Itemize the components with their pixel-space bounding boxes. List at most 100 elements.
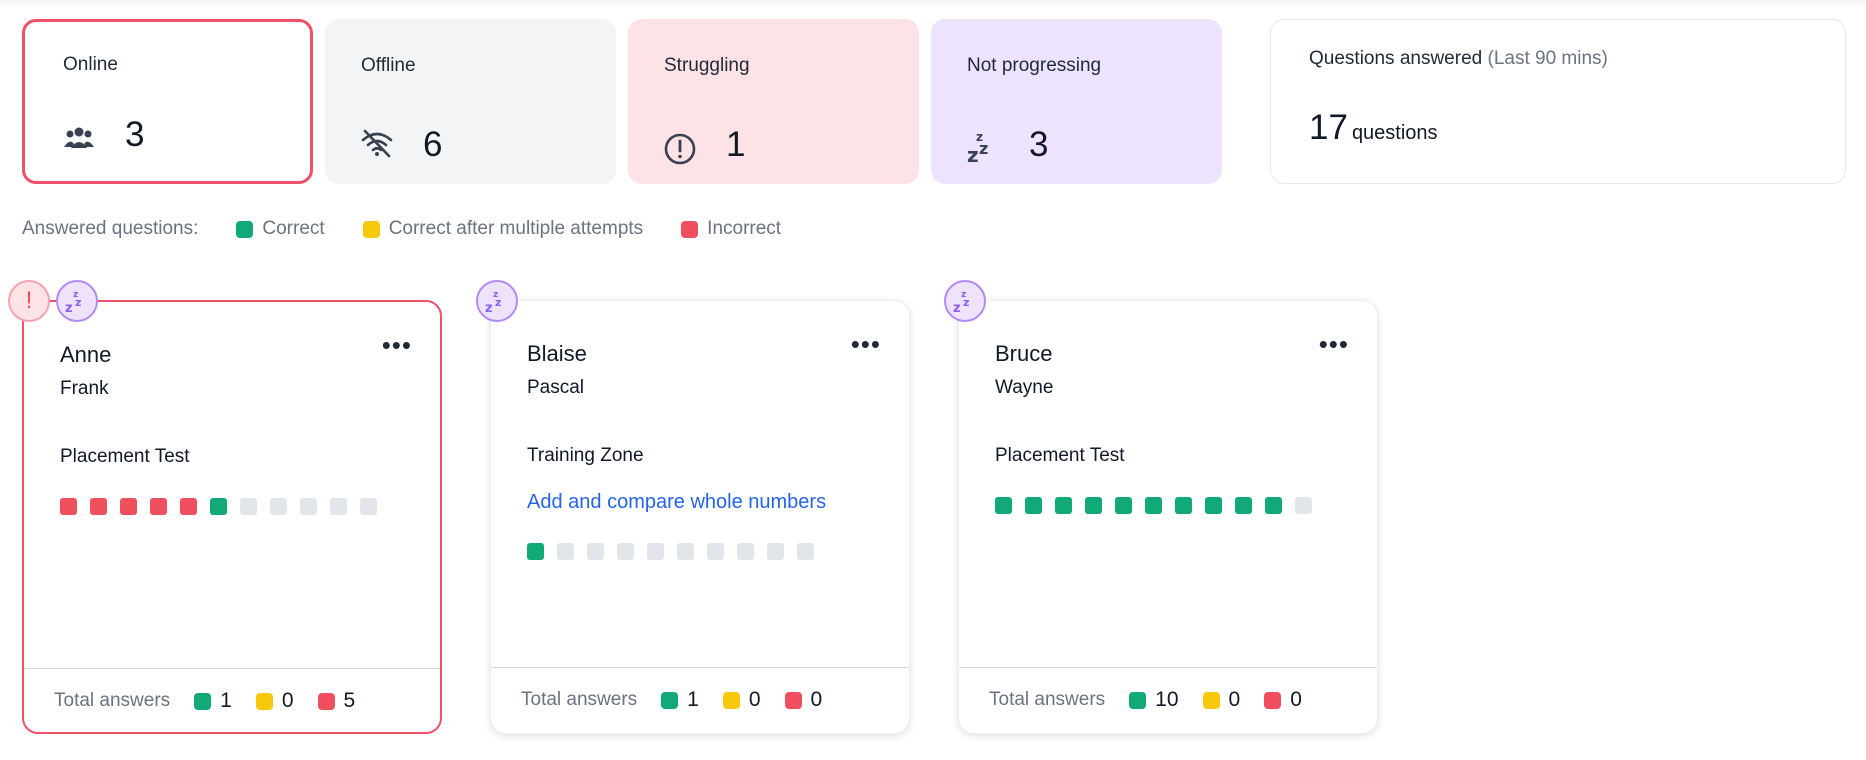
student-first-name: Bruce [995, 341, 1053, 366]
total-answers: Total answers 1 0 5 [54, 688, 355, 714]
total-correct-count: 10 [1155, 688, 1179, 711]
answer-progress [527, 543, 847, 560]
total-answers: Total answers 1 0 0 [521, 687, 822, 713]
questions-answered-title: Questions answered [1309, 48, 1483, 69]
incorrect-swatch [317, 692, 335, 710]
answer-square-none [557, 543, 574, 560]
sleep-icon: z z z [967, 130, 988, 165]
answer-progress [60, 498, 380, 515]
answer-progress [995, 497, 1315, 514]
answer-square-incorrect [120, 498, 137, 515]
total-answers: Total answers 10 0 0 [989, 687, 1302, 713]
filter-card-not-progressing[interactable]: Not progressing z z z 3 [931, 19, 1222, 184]
total-correct: 10 [1129, 688, 1179, 712]
incorrect-swatch [1264, 691, 1282, 709]
student-card[interactable]: Anne Frank ••• Placement Test Total answers 1… [22, 300, 442, 734]
legend-incorrect-label: Incorrect [707, 218, 782, 239]
legend-multiple: Correct after multiple attempts [362, 218, 644, 240]
questions-answered-count: 17 [1309, 108, 1348, 147]
total-multiple-count: 0 [281, 689, 294, 712]
top-edge [0, 0, 1866, 8]
online-label: Online [63, 54, 118, 75]
total-multiple: 0 [255, 689, 294, 713]
svg-text:z: z [953, 301, 961, 315]
svg-text:z: z [976, 130, 983, 144]
activity-name: Training Zone [527, 445, 644, 466]
answer-square-correct [995, 497, 1012, 514]
answer-square-correct [210, 498, 227, 515]
answer-square-none [360, 498, 377, 515]
alert-circle-icon [664, 133, 696, 165]
answer-square-none [1295, 497, 1312, 514]
answer-square-correct [1205, 497, 1222, 514]
student-card[interactable]: Blaise Pascal ••• Training Zone Add and comp… [490, 300, 910, 734]
answer-square-none [270, 498, 287, 515]
svg-text:z: z [979, 139, 988, 158]
more-options-button[interactable]: ••• [850, 329, 881, 359]
svg-text:z: z [65, 301, 73, 315]
incorrect-swatch [784, 691, 802, 709]
answer-square-none [587, 543, 604, 560]
questions-answered-unit: questions [1351, 122, 1438, 144]
questions-answered-period: (Last 90 mins) [1487, 48, 1608, 69]
total-multiple: 0 [722, 688, 761, 712]
svg-text:z: z [73, 290, 78, 300]
answer-square-correct [1055, 497, 1072, 514]
student-first-name: Anne [60, 342, 112, 367]
multiple-swatch [722, 691, 740, 709]
answer-square-correct [1265, 497, 1282, 514]
correct-swatch [1129, 691, 1147, 709]
svg-text:z: z [493, 290, 498, 300]
answer-square-none [617, 543, 634, 560]
total-incorrect-count: 0 [810, 688, 823, 711]
total-incorrect: 5 [317, 689, 355, 713]
student-card[interactable]: Bruce Wayne ••• Placement Test Total answers… [958, 300, 1378, 734]
wifi-off-icon [361, 129, 393, 158]
answer-square-incorrect [90, 498, 107, 515]
struggling-count: 1 [726, 125, 746, 164]
total-multiple-count: 0 [1228, 688, 1241, 711]
student-last-name: Wayne [995, 377, 1054, 398]
more-options-button[interactable]: ••• [1318, 329, 1349, 359]
answer-square-none [737, 543, 754, 560]
filter-card-offline[interactable]: Offline 6 [325, 19, 616, 184]
svg-text:z: z [485, 301, 493, 315]
activity-name: Placement Test [60, 446, 190, 467]
more-options-button[interactable]: ••• [381, 330, 412, 360]
card-divider [491, 667, 909, 668]
total-correct: 1 [661, 688, 699, 712]
activity-name: Placement Test [995, 445, 1125, 466]
total-answers-label: Total answers [989, 689, 1106, 710]
total-multiple-count: 0 [748, 688, 761, 711]
filter-card-struggling[interactable]: Struggling 1 [628, 19, 919, 184]
answer-square-none [707, 543, 724, 560]
total-multiple: 0 [1202, 688, 1241, 712]
total-incorrect: 0 [1264, 688, 1302, 712]
legend-title: Answered questions: [22, 218, 199, 239]
student-first-name: Blaise [527, 341, 587, 366]
answer-square-correct [527, 543, 544, 560]
legend-correct: Correct [236, 218, 325, 240]
legend-correct-label: Correct [262, 218, 325, 239]
users-icon [64, 127, 94, 148]
topic-link[interactable]: Add and compare whole numbers [527, 491, 827, 513]
struggling-label: Struggling [664, 55, 750, 76]
answer-square-none [330, 498, 347, 515]
answer-square-none [240, 498, 257, 515]
total-incorrect-count: 0 [1290, 688, 1302, 711]
correct-swatch [661, 691, 679, 709]
answer-legend: Answered questions: Correct Correct afte… [22, 216, 781, 242]
total-incorrect: 0 [784, 688, 823, 712]
filter-card-online[interactable]: Online 3 [22, 19, 313, 184]
questions-answered-value: 17 questions [1309, 108, 1438, 148]
answer-square-incorrect [180, 498, 197, 515]
correct-swatch [194, 692, 212, 710]
multiple-swatch [1202, 691, 1220, 709]
multiple-attempts-swatch [362, 220, 380, 238]
legend-multiple-label: Correct after multiple attempts [388, 218, 644, 239]
answer-square-none [300, 498, 317, 515]
answer-square-correct [1025, 497, 1042, 514]
svg-text:z: z [967, 143, 979, 165]
